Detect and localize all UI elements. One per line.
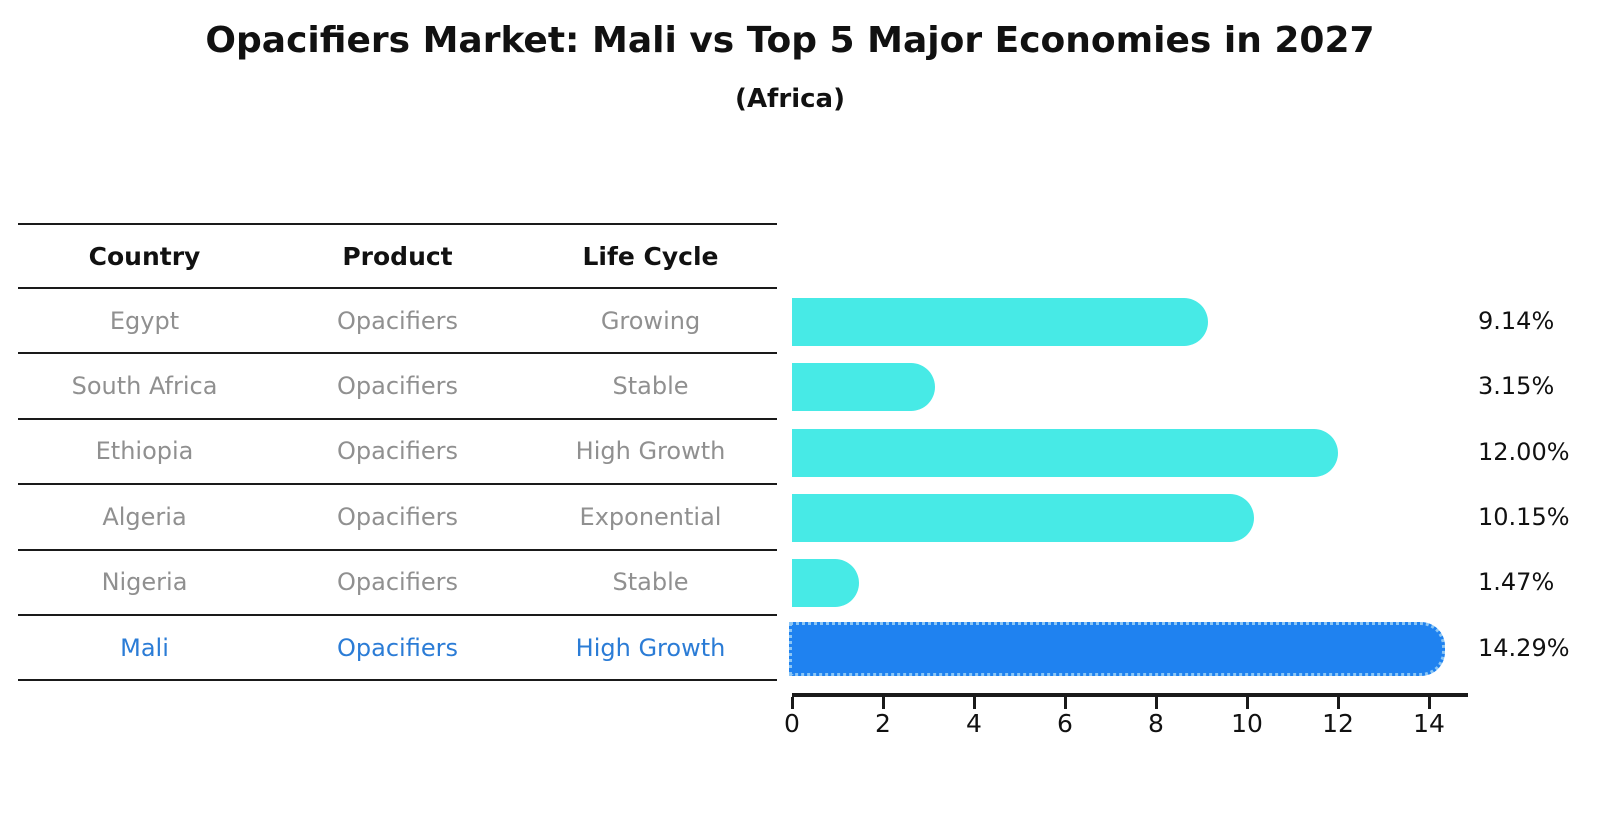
country-cell: Egypt [109, 306, 180, 335]
table-body: Egypt Opacifiers Growing South Africa Opacif… [18, 289, 777, 682]
country-cell: Nigeria [101, 568, 188, 597]
x-tick-mark [1427, 697, 1431, 709]
bar-value-label-nigeria: 1.47% [1478, 568, 1555, 597]
x-tick-label: 6 [1057, 709, 1073, 738]
country-table: Country Product Life Cycle Egypt Opacifie… [18, 223, 777, 682]
column-header-life-cycle: Life Cycle [582, 241, 719, 271]
table-row-mali: Mali Opacifiers High Growth [18, 616, 777, 682]
x-tick-mark [1336, 697, 1340, 709]
chart-title: Opacifiers Market: Mali vs Top 5 Major E… [205, 20, 1375, 61]
x-tick-label: 12 [1322, 709, 1354, 738]
bar-mali [789, 621, 1446, 676]
lifecycle-cell: High Growth [575, 633, 726, 662]
lifecycle-cell: High Growth [575, 437, 726, 466]
lifecycle-cell: Stable [612, 568, 689, 597]
product-cell: Opacifiers [337, 372, 458, 401]
product-cell: Opacifiers [337, 502, 458, 531]
product-cell: Opacifiers [337, 306, 458, 335]
bar-value-label-algeria: 10.15% [1478, 502, 1570, 531]
lifecycle-cell: Exponential [579, 502, 722, 531]
table-row-nigeria: Nigeria Opacifiers Stable [18, 551, 777, 616]
x-tick-label: 4 [966, 709, 982, 738]
bar-nigeria [792, 559, 859, 608]
table-row-egypt: Egypt Opacifiers Growing [18, 289, 777, 355]
country-cell: Mali [120, 633, 169, 662]
chart-subtitle: (Africa) [735, 84, 845, 114]
table-row-algeria: Algeria Opacifiers Exponential [18, 485, 777, 551]
x-tick-mark [1154, 697, 1158, 709]
lifecycle-cell: Stable [612, 372, 689, 401]
x-tick-mark [1245, 697, 1249, 709]
lifecycle-cell: Growing [600, 306, 701, 335]
country-cell: South Africa [71, 372, 218, 401]
x-tick-label: 0 [784, 709, 800, 738]
x-tick-mark [1063, 697, 1067, 709]
country-cell: Algeria [102, 502, 187, 531]
bar-egypt [792, 297, 1208, 346]
bar-chart: 0 2 4 6 8 10 12 14 [784, 289, 1468, 749]
product-cell: Opacifiers [337, 437, 458, 466]
bar-value-label-mali: 14.29% [1478, 633, 1570, 662]
bar-value-label-ethiopia: 12.00% [1478, 437, 1570, 466]
table-row-south-africa: South Africa Opacifiers Stable [18, 354, 777, 420]
x-tick-mark [790, 697, 794, 709]
x-tick-label: 14 [1413, 709, 1445, 738]
table-header-row: Country Product Life Cycle [18, 223, 777, 289]
column-header-product: Product [342, 241, 453, 271]
product-cell: Opacifiers [337, 568, 458, 597]
bar-south-africa [792, 363, 936, 412]
column-header-country: Country [88, 241, 201, 271]
x-tick-label: 2 [875, 709, 891, 738]
x-tick-label: 8 [1148, 709, 1164, 738]
bar-ethiopia [792, 428, 1338, 477]
table-row-ethiopia: Ethiopia Opacifiers High Growth [18, 420, 777, 486]
x-tick-label: 10 [1231, 709, 1263, 738]
bar-value-label-south-africa: 3.15% [1478, 372, 1555, 401]
x-tick-mark [972, 697, 976, 709]
x-tick-mark [881, 697, 885, 709]
bar-value-label-egypt: 9.14% [1478, 306, 1555, 335]
bar-algeria [792, 493, 1254, 542]
x-axis [792, 693, 1468, 697]
country-cell: Ethiopia [95, 437, 194, 466]
product-cell: Opacifiers [337, 633, 458, 662]
